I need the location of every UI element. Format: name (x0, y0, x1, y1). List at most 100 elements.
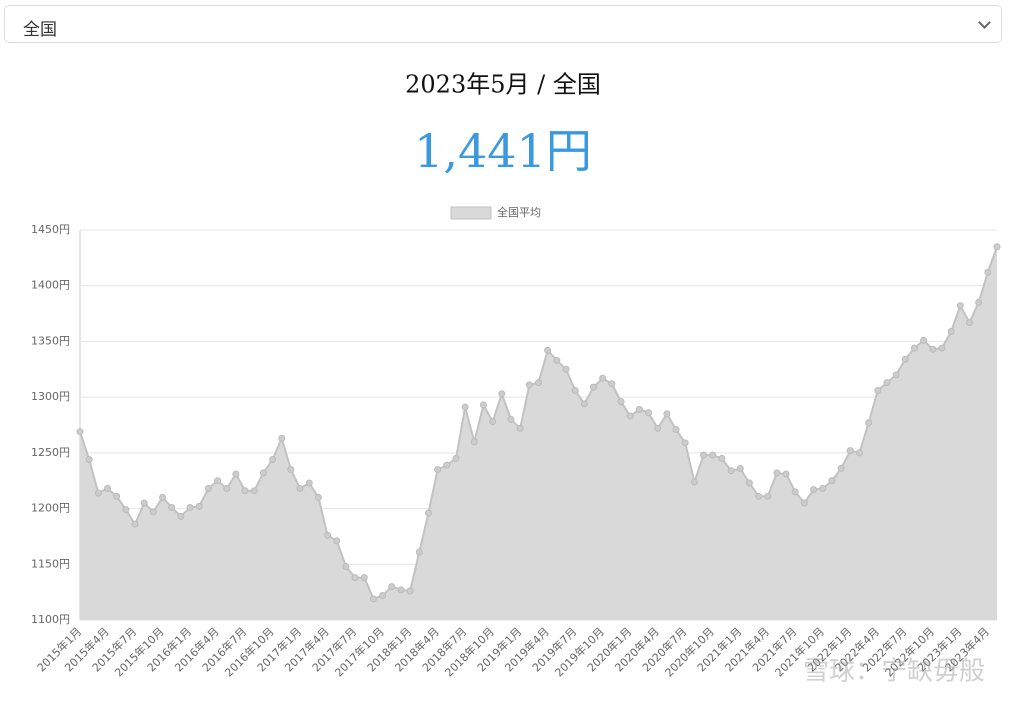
x-tick-label: 2017年10月 (332, 624, 387, 679)
point (535, 379, 542, 387)
point (910, 344, 918, 352)
point (709, 451, 717, 459)
point (525, 381, 533, 389)
point (929, 345, 937, 353)
point (369, 595, 377, 603)
point (140, 499, 148, 507)
point (131, 520, 139, 528)
x-tick-label: 2015年1月 (34, 624, 84, 674)
point (837, 464, 845, 472)
x-tick-label: 2019年10月 (552, 624, 607, 679)
point (718, 454, 726, 462)
y-tick-label: 1400円 (31, 279, 70, 292)
point (168, 503, 176, 511)
x-tick-label: 2018年1月 (364, 624, 414, 674)
point (314, 493, 322, 501)
point (553, 356, 561, 364)
region-select[interactable]: 全国 (4, 5, 1002, 43)
point (241, 487, 249, 495)
x-tick-label: 2023年1月 (914, 624, 964, 674)
x-tick-label: 2022年4月 (832, 624, 882, 674)
x-tick-label: 2019年1月 (474, 624, 524, 674)
x-tick-label: 2016年1月 (144, 624, 194, 674)
point (791, 488, 799, 496)
point (571, 386, 579, 394)
point (800, 499, 808, 507)
point (846, 447, 854, 455)
point (764, 492, 772, 500)
point (94, 489, 102, 497)
x-tick-label: 2022年1月 (804, 624, 854, 674)
point (443, 461, 451, 469)
x-tick-label: 2015年4月 (62, 624, 112, 674)
point (590, 383, 598, 391)
point (626, 412, 634, 420)
point (690, 478, 698, 486)
page-title: 2023年5月 / 全国 (405, 71, 601, 99)
point (406, 587, 414, 595)
point (654, 424, 662, 432)
point (214, 477, 222, 485)
y-tick-label: 1200円 (31, 502, 70, 515)
x-tick-label: 2016年10月 (222, 624, 277, 679)
point (122, 506, 130, 514)
point (617, 398, 625, 406)
x-tick-label: 2016年7月 (199, 624, 249, 674)
x-tick-label: 2020年7月 (639, 624, 689, 674)
point (993, 243, 1001, 251)
x-tick-label: 2017年4月 (282, 624, 332, 674)
point (342, 563, 350, 571)
point (645, 409, 653, 417)
x-tick-label: 2019年4月 (502, 624, 552, 674)
point (259, 469, 267, 477)
point (278, 434, 286, 442)
x-tick-label: 2021年10月 (772, 624, 827, 679)
x-tick-label: 2021年4月 (722, 624, 772, 674)
point (874, 386, 882, 394)
x-tick-label: 2019年7月 (529, 624, 579, 674)
point (865, 419, 873, 427)
point (810, 486, 818, 494)
legend-swatch (450, 206, 492, 220)
point (296, 485, 304, 493)
point (305, 479, 313, 487)
point (663, 410, 671, 418)
x-tick-label: 2022年10月 (882, 624, 937, 679)
point (324, 531, 332, 539)
y-tick-label: 1250円 (31, 446, 70, 459)
point (700, 451, 708, 459)
point (360, 574, 368, 582)
point (177, 512, 185, 520)
select-arrow (978, 16, 991, 29)
point (782, 470, 790, 478)
x-tick-label: 2015年10月 (112, 624, 167, 679)
point (975, 298, 983, 306)
point (434, 466, 442, 474)
point (149, 508, 157, 516)
point (250, 487, 258, 495)
point (608, 380, 616, 388)
point (727, 467, 735, 475)
point (388, 583, 396, 591)
point (415, 548, 423, 556)
point (232, 470, 240, 478)
point (76, 428, 84, 436)
point (424, 509, 432, 517)
legend-label: 全国平均 (497, 205, 541, 219)
x-tick-label: 2020年10月 (662, 624, 717, 679)
point (892, 371, 900, 379)
line (79, 246, 998, 601)
point (672, 425, 680, 433)
x-tick-label: 2017年7月 (309, 624, 359, 674)
x-tick-label: 2017年1月 (254, 624, 304, 674)
point (195, 502, 203, 510)
point (562, 365, 570, 373)
point (379, 591, 387, 599)
point (159, 493, 167, 501)
y-tick-label: 1100円 (31, 613, 70, 626)
point (901, 355, 909, 363)
area (80, 246, 997, 620)
point (223, 485, 231, 493)
point (507, 415, 515, 423)
